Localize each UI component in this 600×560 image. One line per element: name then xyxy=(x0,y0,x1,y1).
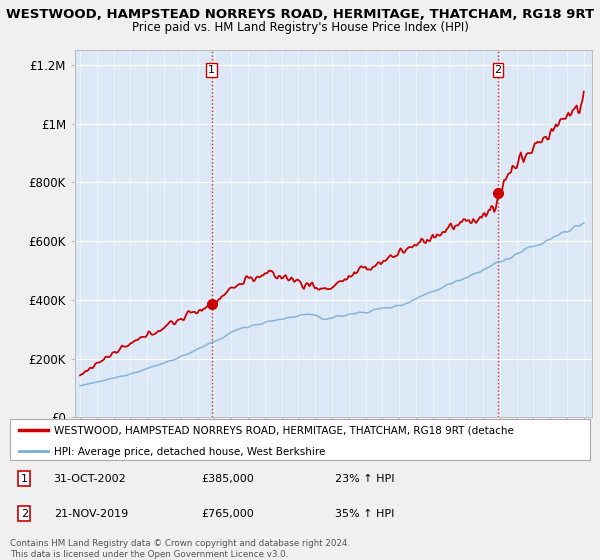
Text: 1: 1 xyxy=(208,65,215,75)
Text: 21-NOV-2019: 21-NOV-2019 xyxy=(53,508,128,519)
Text: 2: 2 xyxy=(20,508,28,519)
Text: Price paid vs. HM Land Registry's House Price Index (HPI): Price paid vs. HM Land Registry's House … xyxy=(131,21,469,34)
Text: 2: 2 xyxy=(494,65,502,75)
Text: 31-OCT-2002: 31-OCT-2002 xyxy=(53,474,127,483)
Text: 23% ↑ HPI: 23% ↑ HPI xyxy=(335,474,394,483)
Text: WESTWOOD, HAMPSTEAD NORREYS ROAD, HERMITAGE, THATCHAM, RG18 9RT (detache: WESTWOOD, HAMPSTEAD NORREYS ROAD, HERMIT… xyxy=(53,426,514,435)
Text: HPI: Average price, detached house, West Berkshire: HPI: Average price, detached house, West… xyxy=(53,447,325,457)
Text: 1: 1 xyxy=(20,474,28,483)
Text: Contains HM Land Registry data © Crown copyright and database right 2024.
This d: Contains HM Land Registry data © Crown c… xyxy=(10,539,350,559)
Text: 35% ↑ HPI: 35% ↑ HPI xyxy=(335,508,394,519)
Text: £385,000: £385,000 xyxy=(202,474,254,483)
Text: £765,000: £765,000 xyxy=(202,508,254,519)
Text: WESTWOOD, HAMPSTEAD NORREYS ROAD, HERMITAGE, THATCHAM, RG18 9RT: WESTWOOD, HAMPSTEAD NORREYS ROAD, HERMIT… xyxy=(6,8,594,21)
